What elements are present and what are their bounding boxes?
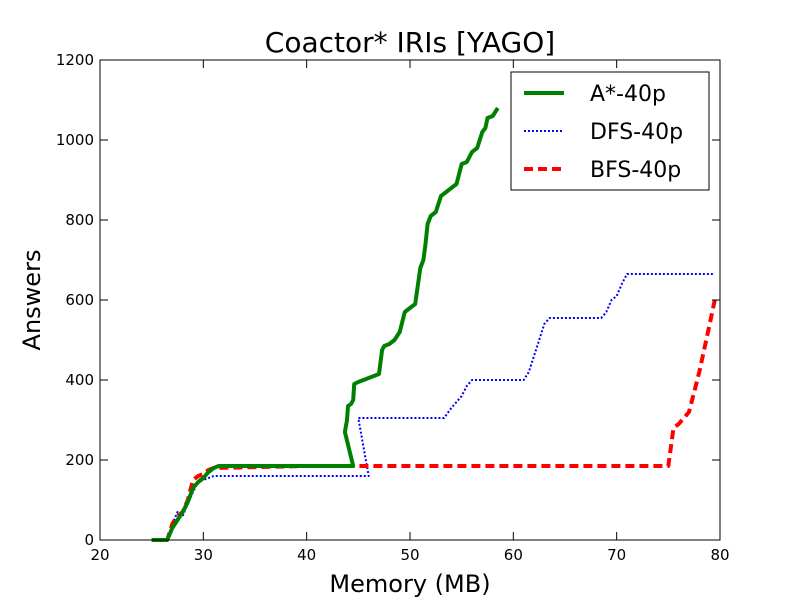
series-line-dfs-40p — [151, 273, 715, 541]
y-tick-label: 800 — [65, 211, 94, 229]
y-axis-label: Answers — [18, 250, 46, 351]
x-tick-label: 60 — [504, 546, 523, 564]
x-tick-label: 40 — [297, 546, 316, 564]
x-tick-label: 30 — [194, 546, 213, 564]
y-tick-label: 400 — [65, 371, 94, 389]
x-axis: 20 30 40 50 60 70 80 — [90, 60, 730, 564]
x-tick-label: 70 — [607, 546, 626, 564]
x-tick-label: 20 — [90, 546, 109, 564]
x-tick-label: 80 — [710, 546, 729, 564]
series-line-a-40p — [151, 106, 500, 542]
y-axis: 0 200 400 600 800 1000 1200 — [56, 51, 720, 549]
chart-title: Coactor* IRIs [YAGO] — [265, 26, 555, 59]
legend-label: A*-40p — [590, 82, 666, 107]
y-tick-label: 1000 — [56, 131, 94, 149]
x-tick-label: 50 — [400, 546, 419, 564]
y-tick-label: 0 — [84, 531, 94, 549]
y-tick-label: 1200 — [56, 51, 94, 69]
legend-label: BFS-40p — [590, 158, 681, 183]
plot-lines — [151, 106, 717, 542]
y-tick-label: 600 — [65, 291, 94, 309]
y-tick-label: 200 — [65, 451, 94, 469]
legend: A*-40p DFS-40p BFS-40p — [510, 71, 710, 191]
legend-label: DFS-40p — [590, 120, 683, 145]
x-axis-label: Memory (MB) — [329, 570, 490, 598]
